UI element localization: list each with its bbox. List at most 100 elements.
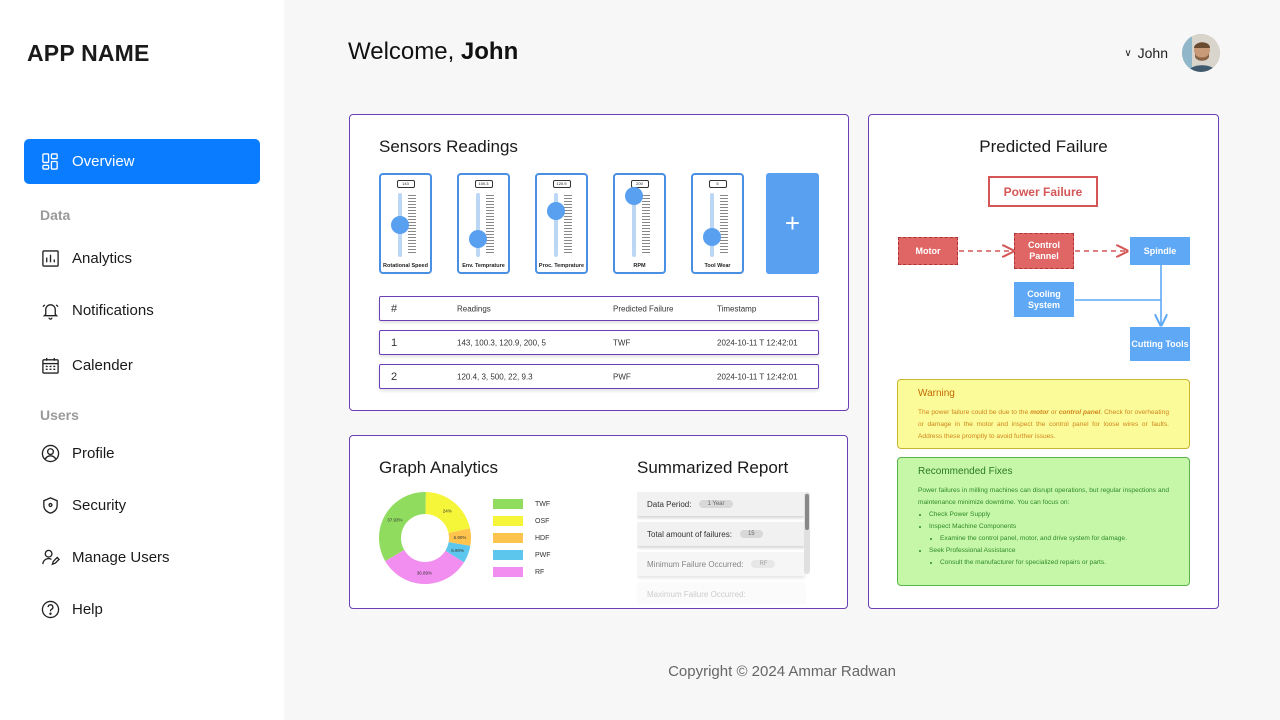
sidebar-item-calendar[interactable]: Calender	[24, 343, 260, 388]
user-circle-icon	[40, 444, 60, 464]
table-cell: 2024-10-11 T 12:42:01	[717, 372, 798, 381]
slider-ticks	[486, 195, 494, 255]
sensor-slider[interactable]: 200 RPM	[613, 173, 666, 274]
donut-slice-label: 37.93%	[387, 518, 402, 523]
bell-icon	[40, 301, 60, 321]
slider-value: 200	[630, 180, 649, 188]
report-item: Total amount of failures: 15	[637, 522, 805, 546]
sidebar-item-profile[interactable]: Profile	[24, 431, 260, 476]
predicted-failure-card: Predicted Failure Power Failure Motor Co…	[868, 114, 1219, 609]
sidebar-item-notifications[interactable]: Notifications	[24, 288, 260, 333]
sidebar-section-users: Users	[40, 407, 79, 423]
report-label: Maximum Failure Occurred:	[647, 589, 746, 599]
slider-track[interactable]	[554, 193, 558, 257]
predicted-title: Predicted Failure	[979, 137, 1108, 156]
sidebar-item-help[interactable]: Help	[24, 587, 260, 632]
welcome-heading: Welcome, John	[348, 38, 518, 66]
slider-value: 120.9	[552, 180, 571, 188]
report-item: Maximum Failure Occurred:	[637, 582, 805, 604]
report-list[interactable]: Data Period: 1 Year Total amount of failu…	[637, 492, 812, 604]
avatar[interactable]	[1182, 34, 1220, 72]
user-menu[interactable]: ∨ John	[1124, 34, 1220, 72]
report-label: Total amount of failures:	[647, 529, 732, 539]
donut-slice-hdf[interactable]	[448, 528, 471, 546]
calendar-icon	[40, 356, 60, 376]
fixes-title: Recommended Fixes	[918, 466, 1013, 477]
slider-value: 100.3	[474, 180, 493, 188]
failure-type-label: Power Failure	[988, 176, 1098, 207]
legend-swatch	[493, 499, 523, 509]
sidebar-item-security[interactable]: Security	[24, 483, 260, 528]
fix-item: Check Power Supply	[929, 509, 1169, 521]
sidebar-item-label: Calender	[72, 357, 133, 374]
report-label: Data Period:	[647, 499, 692, 509]
legend-item: HDF	[493, 533, 549, 543]
slider-label: Proc. Temprature	[538, 263, 585, 269]
add-sensor-button[interactable]: +	[766, 173, 819, 274]
node-spindle[interactable]: Spindle	[1130, 237, 1190, 265]
slider-value: 143	[396, 180, 415, 188]
legend-item: PWF	[493, 550, 551, 560]
donut-slice-osf[interactable]	[425, 492, 470, 533]
report-item: Data Period: 1 Year	[637, 492, 805, 516]
analytics-icon	[40, 249, 60, 269]
sensor-slider[interactable]: 120.9 Proc. Temprature	[535, 173, 588, 274]
node-cooling-system[interactable]: Cooling System	[1014, 282, 1074, 317]
slider-thumb[interactable]	[703, 227, 721, 246]
slider-track[interactable]	[476, 193, 480, 257]
warning-body: The power failure could be due to the mo…	[918, 407, 1169, 443]
table-cell: 2	[391, 370, 398, 383]
slider-thumb[interactable]	[391, 216, 409, 234]
slider-track[interactable]	[710, 193, 714, 257]
slider-ticks	[642, 195, 650, 255]
overview-icon	[40, 152, 60, 172]
legend-swatch	[493, 533, 523, 543]
report-scrollbar[interactable]	[804, 492, 810, 574]
warning-motor: motor	[1030, 409, 1049, 416]
slider-label: Rotational Speed	[383, 263, 428, 269]
sensors-title: Sensors Readings	[379, 137, 518, 156]
node-control-panel[interactable]: Control Pannel	[1014, 233, 1074, 269]
slider-label: Tool Wear	[704, 263, 731, 269]
sidebar-item-analytics[interactable]: Analytics	[24, 236, 260, 281]
table-header: # Readings Predicted Failure Timestamp	[379, 296, 819, 321]
sidebar-item-manage-users[interactable]: Manage Users	[24, 535, 260, 580]
sensor-slider[interactable]: 143 Rotational Speed	[379, 173, 432, 274]
sidebar-item-label: Profile	[72, 445, 115, 462]
legend-label: TWF	[535, 500, 551, 508]
shield-icon	[40, 496, 60, 516]
user-dropdown[interactable]: ∨ John	[1124, 45, 1168, 61]
report-item: Minimum Failure Occurred: RF	[637, 552, 805, 576]
sensors-card: Sensors Readings + # Readings Predicted …	[349, 114, 849, 411]
welcome-prefix: Welcome,	[348, 38, 461, 65]
donut-slice-twf[interactable]	[379, 492, 426, 562]
sensor-slider[interactable]: 100.3 Env. Temprature	[457, 173, 510, 274]
legend-label: HDF	[535, 534, 550, 542]
user-name: John	[1137, 45, 1168, 61]
table-cell: PWF	[613, 372, 631, 381]
scrollbar-thumb[interactable]	[805, 494, 809, 530]
sensor-slider[interactable]: 5 Tool Wear	[691, 173, 744, 274]
slider-thumb[interactable]	[547, 201, 565, 220]
slider-label: RPM	[633, 263, 646, 269]
slider-thumb[interactable]	[469, 230, 487, 249]
sidebar-item-overview[interactable]: Overview	[24, 139, 260, 184]
legend-item: TWF	[493, 499, 550, 509]
slider-thumb[interactable]	[625, 187, 643, 206]
donut-slice-label: 6.90%	[454, 535, 467, 540]
welcome-name: John	[460, 38, 519, 65]
warning-panel: control panel	[1058, 409, 1101, 416]
legend-label: OSF	[535, 517, 550, 525]
recommended-fixes: Recommended Fixes Power failures in mill…	[897, 457, 1190, 586]
report-value-badge: 15	[739, 530, 763, 538]
table-row[interactable]: 1 143, 100.3, 120.9, 200, 5 TWF 2024-10-…	[379, 330, 819, 355]
fix-subitem: Examine the control panel, motor, and dr…	[940, 533, 1169, 545]
donut-slice-pwf[interactable]	[445, 542, 471, 563]
node-cutting-tools[interactable]: Cutting Tools	[1130, 327, 1190, 361]
node-motor[interactable]: Motor	[898, 237, 958, 265]
legend-label: RF	[535, 568, 545, 576]
donut-slice-rf[interactable]	[385, 550, 465, 584]
table-row[interactable]: 2 120.4, 3, 500, 22, 9.3 PWF 2024-10-11 …	[379, 364, 819, 389]
sidebar-item-label: Overview	[72, 153, 135, 170]
slider-track[interactable]	[632, 193, 636, 257]
